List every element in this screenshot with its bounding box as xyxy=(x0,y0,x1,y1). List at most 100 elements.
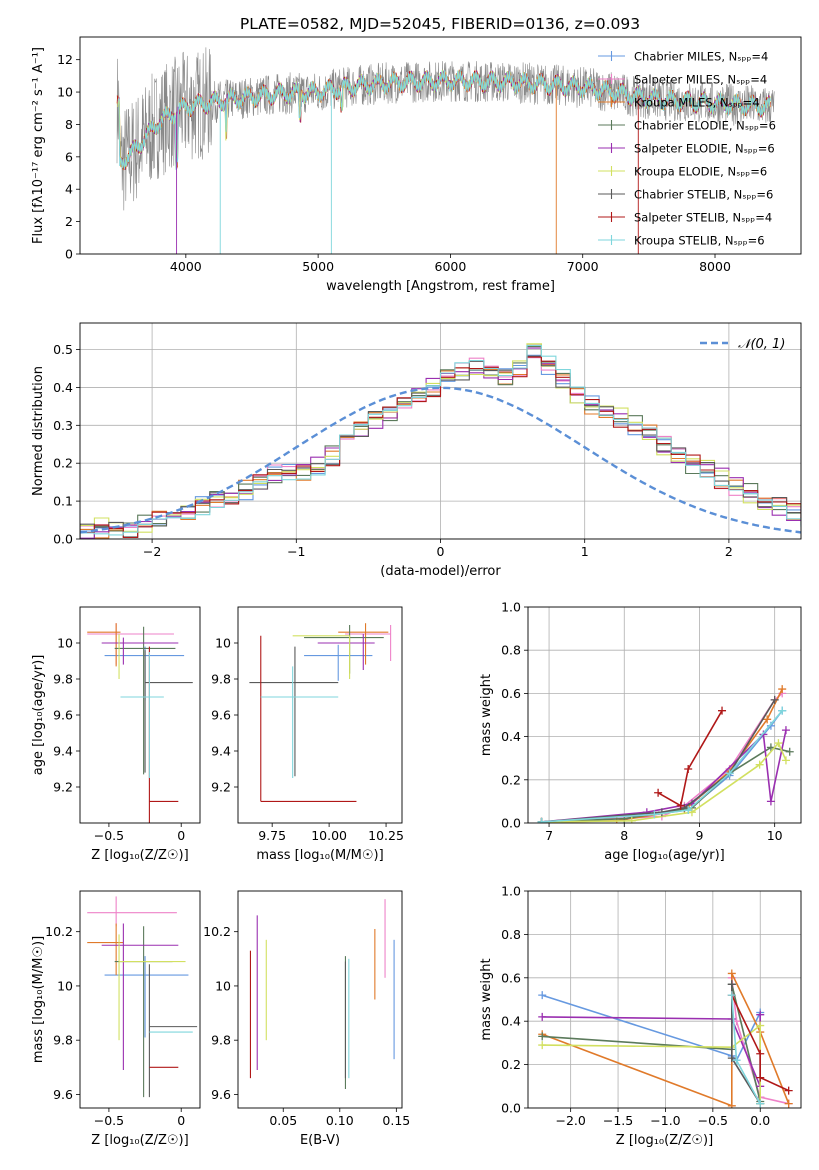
x-tick-label: −1.5 xyxy=(603,1113,633,1128)
x-tick-label: 9 xyxy=(695,828,703,843)
weight-marker xyxy=(727,1054,736,1063)
weight-marker xyxy=(755,760,764,769)
weight-marker xyxy=(756,1073,765,1082)
weight-marker xyxy=(781,756,790,765)
panel-massweight-vs-age: 7 8 9 10 0.0 0.2 0.4 0.6 0.8 1.0 age [log₁₀(age/yr… xyxy=(479,600,802,863)
y-tick-label: 6 xyxy=(65,149,73,164)
x-tick-label: 7 xyxy=(545,828,553,843)
weight-series-line xyxy=(541,710,783,823)
x-tick-label: 8 xyxy=(620,828,628,843)
legend-label: Chabrier MILES, Nₛₚₚ=4 xyxy=(634,50,768,64)
weight-marker xyxy=(538,991,547,1000)
y-tick-label: 9.4 xyxy=(53,744,73,759)
residual-histogram xyxy=(80,346,801,539)
axes-frame xyxy=(79,606,201,824)
x-tick-label: 4000 xyxy=(170,259,202,274)
axes-frame xyxy=(237,606,403,824)
errorbar-point xyxy=(87,896,177,927)
panel-spectrum: 4000 5000 6000 7000 8000 0 2 4 6 8 10 12 wavelength … xyxy=(31,36,802,294)
y-tick-label: 9.8 xyxy=(211,1033,231,1048)
y-tick-label: 0.2 xyxy=(53,456,73,471)
y-tick-label: 0.6 xyxy=(501,686,521,701)
weight-marker xyxy=(627,816,636,823)
legend: 𝒩(0, 1) xyxy=(700,337,785,352)
weight-marker xyxy=(784,1099,793,1108)
weight-marker xyxy=(781,726,790,735)
weight-marker xyxy=(756,1021,765,1030)
axes-frame xyxy=(527,606,802,824)
weight-marker xyxy=(538,1032,547,1041)
weight-series-line xyxy=(731,994,790,1092)
weight-marker xyxy=(759,730,768,739)
x-tick-label: 10.00 xyxy=(311,828,347,843)
errorbar-point xyxy=(120,652,164,778)
y-axis-label: Normed distribution xyxy=(31,366,46,496)
errorbar-point xyxy=(260,635,357,802)
errorbar-point xyxy=(338,623,389,665)
y-tick-label: 9.2 xyxy=(53,780,73,795)
weight-marker xyxy=(732,1056,741,1065)
axes-frame xyxy=(79,322,802,540)
errorbar-point xyxy=(101,923,179,1071)
y-tick-label: 0.4 xyxy=(501,729,521,744)
y-tick-label: 10 xyxy=(57,85,73,100)
panel-mass-vs-ebv: 0.05 0.10 0.15 9.6 9.8 10 10.2 E(B-V) xyxy=(203,890,410,1148)
x-tick-label: 8000 xyxy=(699,259,731,274)
plot-area xyxy=(80,323,801,539)
x-tick-label: 5000 xyxy=(302,259,334,274)
y-tick-label: 9.2 xyxy=(211,780,231,795)
legend-label: Chabrier STELIB, Nₛₚₚ=6 xyxy=(634,188,773,202)
weight-marker xyxy=(676,801,685,810)
weight-series-line xyxy=(541,742,787,823)
axes-frame xyxy=(237,890,403,1109)
y-tick-label: 12 xyxy=(57,52,73,67)
legend-label: 𝒩(0, 1) xyxy=(738,337,785,352)
x-tick-label: −2 xyxy=(143,544,161,559)
weight-marker xyxy=(727,991,736,1000)
legend-label: Chabrier ELODIE, Nₛₚₚ=6 xyxy=(634,119,776,133)
errorbar-point xyxy=(345,625,392,661)
weight-marker xyxy=(650,810,659,819)
x-tick-label: −0.5 xyxy=(698,1113,728,1128)
y-tick-label: 0.2 xyxy=(501,1057,521,1072)
y-tick-label: 9.4 xyxy=(211,744,231,759)
residual-histogram xyxy=(80,347,801,539)
plot-area xyxy=(528,607,801,823)
legend-label: Kroupa STELIB, Nₛₚₚ=6 xyxy=(634,234,765,248)
weight-marker xyxy=(774,739,783,748)
axes-frame xyxy=(79,36,802,255)
y-tick-label: 1.0 xyxy=(501,884,521,899)
weight-marker xyxy=(718,706,727,715)
x-axis-label: Z [log₁₀(Z/Z☉)] xyxy=(91,1133,188,1148)
x-tick-label: 2 xyxy=(725,544,733,559)
normal-reference-curve xyxy=(80,386,801,534)
x-tick-label: −1.0 xyxy=(650,1113,680,1128)
plot-area xyxy=(249,899,395,1090)
y-tick-label: 0.2 xyxy=(501,772,521,787)
y-tick-label: 10.2 xyxy=(203,924,231,939)
legend-label: Salpeter MILES, Nₛₚₚ=4 xyxy=(634,73,767,87)
x-axis-label: wavelength [Angstrom, rest frame] xyxy=(326,279,555,294)
y-tick-label: 10 xyxy=(215,636,231,651)
y-tick-label: 0.4 xyxy=(53,380,73,395)
x-axis-label: mass [log₁₀(M/M☉)] xyxy=(256,848,383,863)
weight-marker xyxy=(766,743,775,752)
weight-marker xyxy=(684,806,693,815)
errorbar-point xyxy=(104,956,189,1038)
weight-marker xyxy=(654,788,663,797)
panel-massweight-vs-Z: −2.0 −1.5 −1.0 −0.5 0.0 0.0 0.2 0.4 0.6 0.8 1.0 Z [… xyxy=(479,884,802,1148)
y-tick-label: 0.3 xyxy=(53,418,73,433)
x-tick-label: 0 xyxy=(437,544,445,559)
weight-marker xyxy=(763,715,772,724)
panel-residuals: −2 −1 0 1 2 0.0 0.1 0.2 0.3 0.4 0.5 (data-model)/er… xyxy=(31,322,802,579)
errorbar-point xyxy=(317,634,375,670)
x-tick-label: 0.0 xyxy=(750,1113,770,1128)
y-tick-label: 0.4 xyxy=(501,1014,521,1029)
y-tick-label: 0.1 xyxy=(53,494,73,509)
y-tick-label: 2 xyxy=(65,214,73,229)
y-axis-label: age [log₁₀(age/yr)] xyxy=(31,655,46,776)
residual-histogram xyxy=(80,344,801,539)
y-axis-label: mass [log₁₀(M/M☉)] xyxy=(31,936,46,1063)
errorbar-point xyxy=(114,626,176,775)
weight-marker xyxy=(727,1101,736,1108)
